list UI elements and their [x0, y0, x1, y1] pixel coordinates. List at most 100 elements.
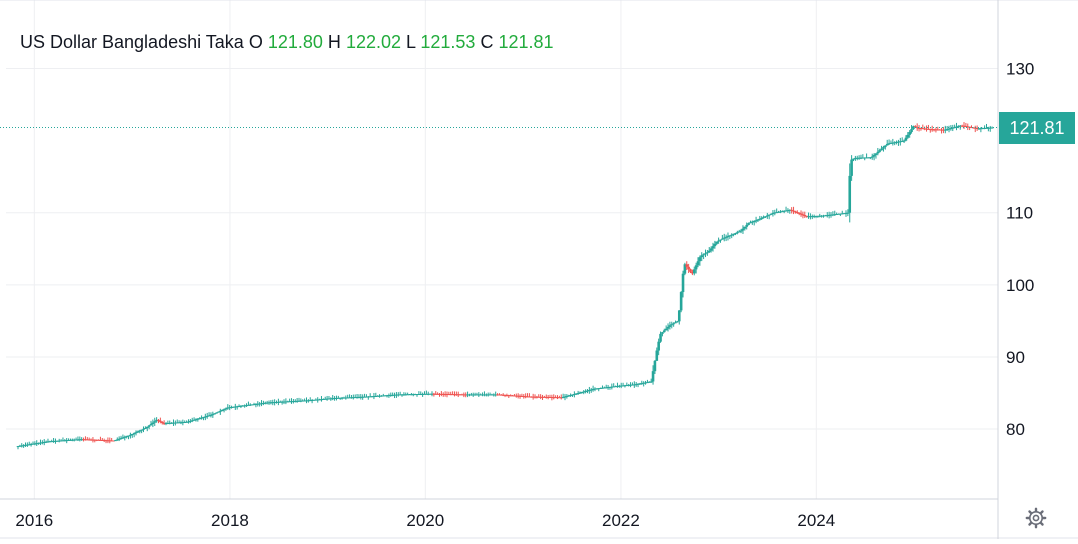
candle-body: [872, 154, 876, 157]
candle-body: [709, 248, 713, 251]
candle-body: [406, 394, 409, 396]
candle-body: [492, 394, 496, 396]
candle-body: [616, 385, 619, 387]
candle-body: [988, 127, 992, 129]
candle-body: [153, 421, 157, 423]
candle-body: [222, 409, 226, 411]
candle-body: [514, 395, 518, 397]
candle-body: [762, 217, 765, 219]
candle-body: [934, 129, 938, 131]
candle-body: [528, 396, 531, 398]
candle-body: [790, 209, 793, 211]
candle-body: [743, 226, 747, 229]
candle-body: [715, 241, 719, 244]
candle-body: [393, 394, 396, 396]
candle-body: [741, 228, 745, 231]
candle-body: [127, 435, 130, 437]
candle-body: [548, 397, 552, 399]
candle-body: [456, 394, 460, 396]
candle-body: [752, 220, 756, 222]
candle-body: [983, 127, 986, 129]
candle-body: [381, 395, 385, 397]
candle-body: [86, 439, 89, 441]
candle-body: [46, 441, 50, 443]
candle-body: [157, 419, 160, 421]
candle-body: [771, 212, 775, 214]
candle-body: [619, 385, 623, 387]
candle-body: [758, 218, 762, 220]
candle-body: [415, 394, 419, 396]
candle-body: [37, 442, 40, 444]
candle-body: [119, 438, 123, 440]
candle-body: [71, 439, 74, 441]
legend-low-label: L: [406, 32, 416, 52]
candle-body: [915, 127, 919, 129]
candle-body: [653, 360, 657, 372]
candle-body: [106, 440, 110, 442]
candle-body: [543, 396, 546, 398]
candle-body: [859, 157, 863, 159]
candle-body: [951, 127, 955, 129]
x-tick-label: 2016: [15, 511, 53, 530]
candle-body: [320, 399, 323, 401]
candle-body: [160, 421, 164, 424]
candle-body: [138, 430, 142, 432]
candle-body: [310, 399, 314, 401]
candle-body: [280, 401, 284, 403]
candle-body: [595, 388, 599, 390]
candle-body: [144, 427, 147, 429]
candle-body: [824, 215, 827, 217]
candle-body: [355, 397, 359, 399]
candle-body: [707, 250, 711, 253]
candle-body: [546, 396, 550, 398]
candle-body: [591, 389, 595, 391]
candle-body: [754, 220, 758, 222]
candle-body: [854, 157, 857, 159]
gear-icon[interactable]: [1024, 506, 1048, 530]
candle-body: [80, 439, 83, 441]
candle-body: [485, 394, 488, 396]
candle-body: [576, 392, 580, 394]
candle-body: [773, 212, 777, 214]
candle-body: [672, 323, 675, 325]
candle-body: [739, 230, 743, 232]
candle-body: [48, 441, 52, 443]
candle-body: [247, 404, 250, 406]
candle-body: [220, 410, 224, 412]
candle-body: [228, 407, 231, 409]
candle-body: [292, 401, 295, 403]
candle-body: [500, 394, 503, 396]
candle-body: [277, 401, 280, 403]
candle-body: [458, 394, 462, 396]
candle-body: [981, 128, 985, 130]
candle-body: [286, 401, 290, 403]
candle-body: [192, 419, 196, 421]
candle-body: [340, 397, 344, 399]
candle-body: [831, 214, 835, 216]
candle-body: [314, 399, 318, 401]
legend-symbol: US Dollar Bangladeshi Taka: [20, 32, 244, 52]
candle-body: [471, 394, 475, 396]
candle-body: [288, 401, 291, 403]
candle-body: [278, 401, 282, 403]
candle-body: [722, 237, 726, 239]
candle-body: [170, 422, 173, 424]
legend-close-label: C: [480, 32, 494, 52]
candle-body: [428, 393, 432, 395]
candle-body: [470, 394, 473, 396]
candle-body: [145, 426, 149, 428]
candle-body: [372, 396, 376, 398]
candle-body: [797, 212, 801, 214]
candle-body: [39, 442, 42, 444]
candle-body: [612, 386, 616, 388]
candle-body: [331, 398, 335, 400]
candle-body: [721, 238, 724, 240]
candle-body: [670, 324, 674, 326]
candle-body: [928, 129, 932, 131]
candle-body: [807, 216, 810, 218]
candle-body: [425, 393, 428, 395]
candle-body: [942, 129, 945, 131]
candle-body: [713, 243, 717, 247]
candle-body: [513, 395, 516, 397]
candles: [16, 122, 994, 450]
